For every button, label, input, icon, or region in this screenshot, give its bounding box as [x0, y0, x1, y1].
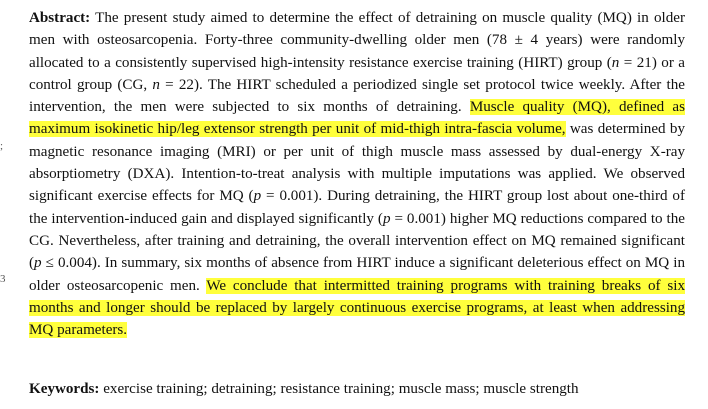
abstract-paragraph: Abstract: The present study aimed to det… [29, 7, 686, 341]
abstract-text-4: was determined by magnetic resonance ima… [29, 121, 685, 205]
abstract-text-2: = 21) or a control group (CG, [29, 54, 686, 93]
n-symbol: n [611, 54, 620, 71]
keywords-line: Keywords: exercise training; detraining;… [29, 378, 689, 400]
line-number-mark: ; [0, 140, 4, 152]
abstract-label: Abstract: [29, 10, 91, 26]
p-symbol: p [34, 255, 42, 272]
p-symbol: p [382, 210, 391, 227]
n-symbol: n [152, 76, 160, 93]
abstract-text-6: = 0.001) higher MQ reductions compared t… [29, 210, 685, 272]
keywords-text: exercise training; detraining; resistanc… [99, 381, 579, 397]
abstract-text-3: = 22). The HIRT scheduled a periodized s… [29, 76, 685, 116]
abstract-text-5: = 0.001). During detraining, the HIRT gr… [29, 188, 686, 227]
p-symbol: p [253, 188, 262, 205]
abstract-text-7: ≤ 0.004). In summary, six months of abse… [29, 255, 685, 294]
line-number-mark: 3 [0, 273, 6, 285]
abstract-text-1: The present study aimed to determine the… [29, 10, 685, 71]
keywords-label: Keywords: [29, 381, 100, 397]
